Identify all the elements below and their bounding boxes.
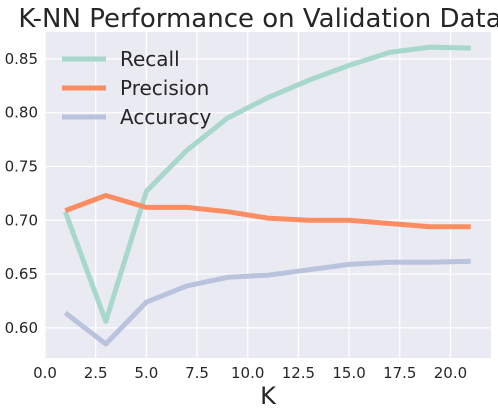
- legend-label-recall: Recall: [120, 47, 180, 71]
- y-tick-label: 0.65: [5, 265, 38, 283]
- x-tick-label: 10.0: [231, 364, 264, 382]
- legend-label-accuracy: Accuracy: [120, 105, 211, 129]
- y-tick-labels: 0.60 0.65 0.70 0.75 0.80 0.85: [5, 50, 38, 337]
- x-tick-label: 20.0: [434, 364, 467, 382]
- x-tick-labels: 0.0 2.5 5.0 7.5 10.0 12.5 15.0 17.5 20.0: [33, 364, 467, 382]
- x-tick-label: 5.0: [134, 364, 158, 382]
- y-tick-label: 0.70: [5, 211, 38, 229]
- series-lines: [62, 44, 471, 347]
- y-tick-label: 0.85: [5, 50, 38, 68]
- y-tick-label: 0.75: [5, 157, 38, 175]
- y-tick-label: 0.60: [5, 319, 38, 337]
- x-axis-label: K: [260, 382, 277, 410]
- x-tick-label: 12.5: [282, 364, 315, 382]
- chart-title: K-NN Performance on Validation Data: [18, 4, 498, 34]
- x-tick-label: 0.0: [33, 364, 57, 382]
- x-tick-label: 17.5: [383, 364, 416, 382]
- legend: Recall Precision Accuracy: [62, 47, 211, 129]
- legend-label-precision: Precision: [120, 76, 209, 100]
- y-tick-label: 0.80: [5, 104, 38, 122]
- plot-background: [45, 32, 491, 358]
- x-tick-label: 15.0: [332, 364, 365, 382]
- x-tick-label: 7.5: [185, 364, 209, 382]
- x-tick-label: 2.5: [84, 364, 108, 382]
